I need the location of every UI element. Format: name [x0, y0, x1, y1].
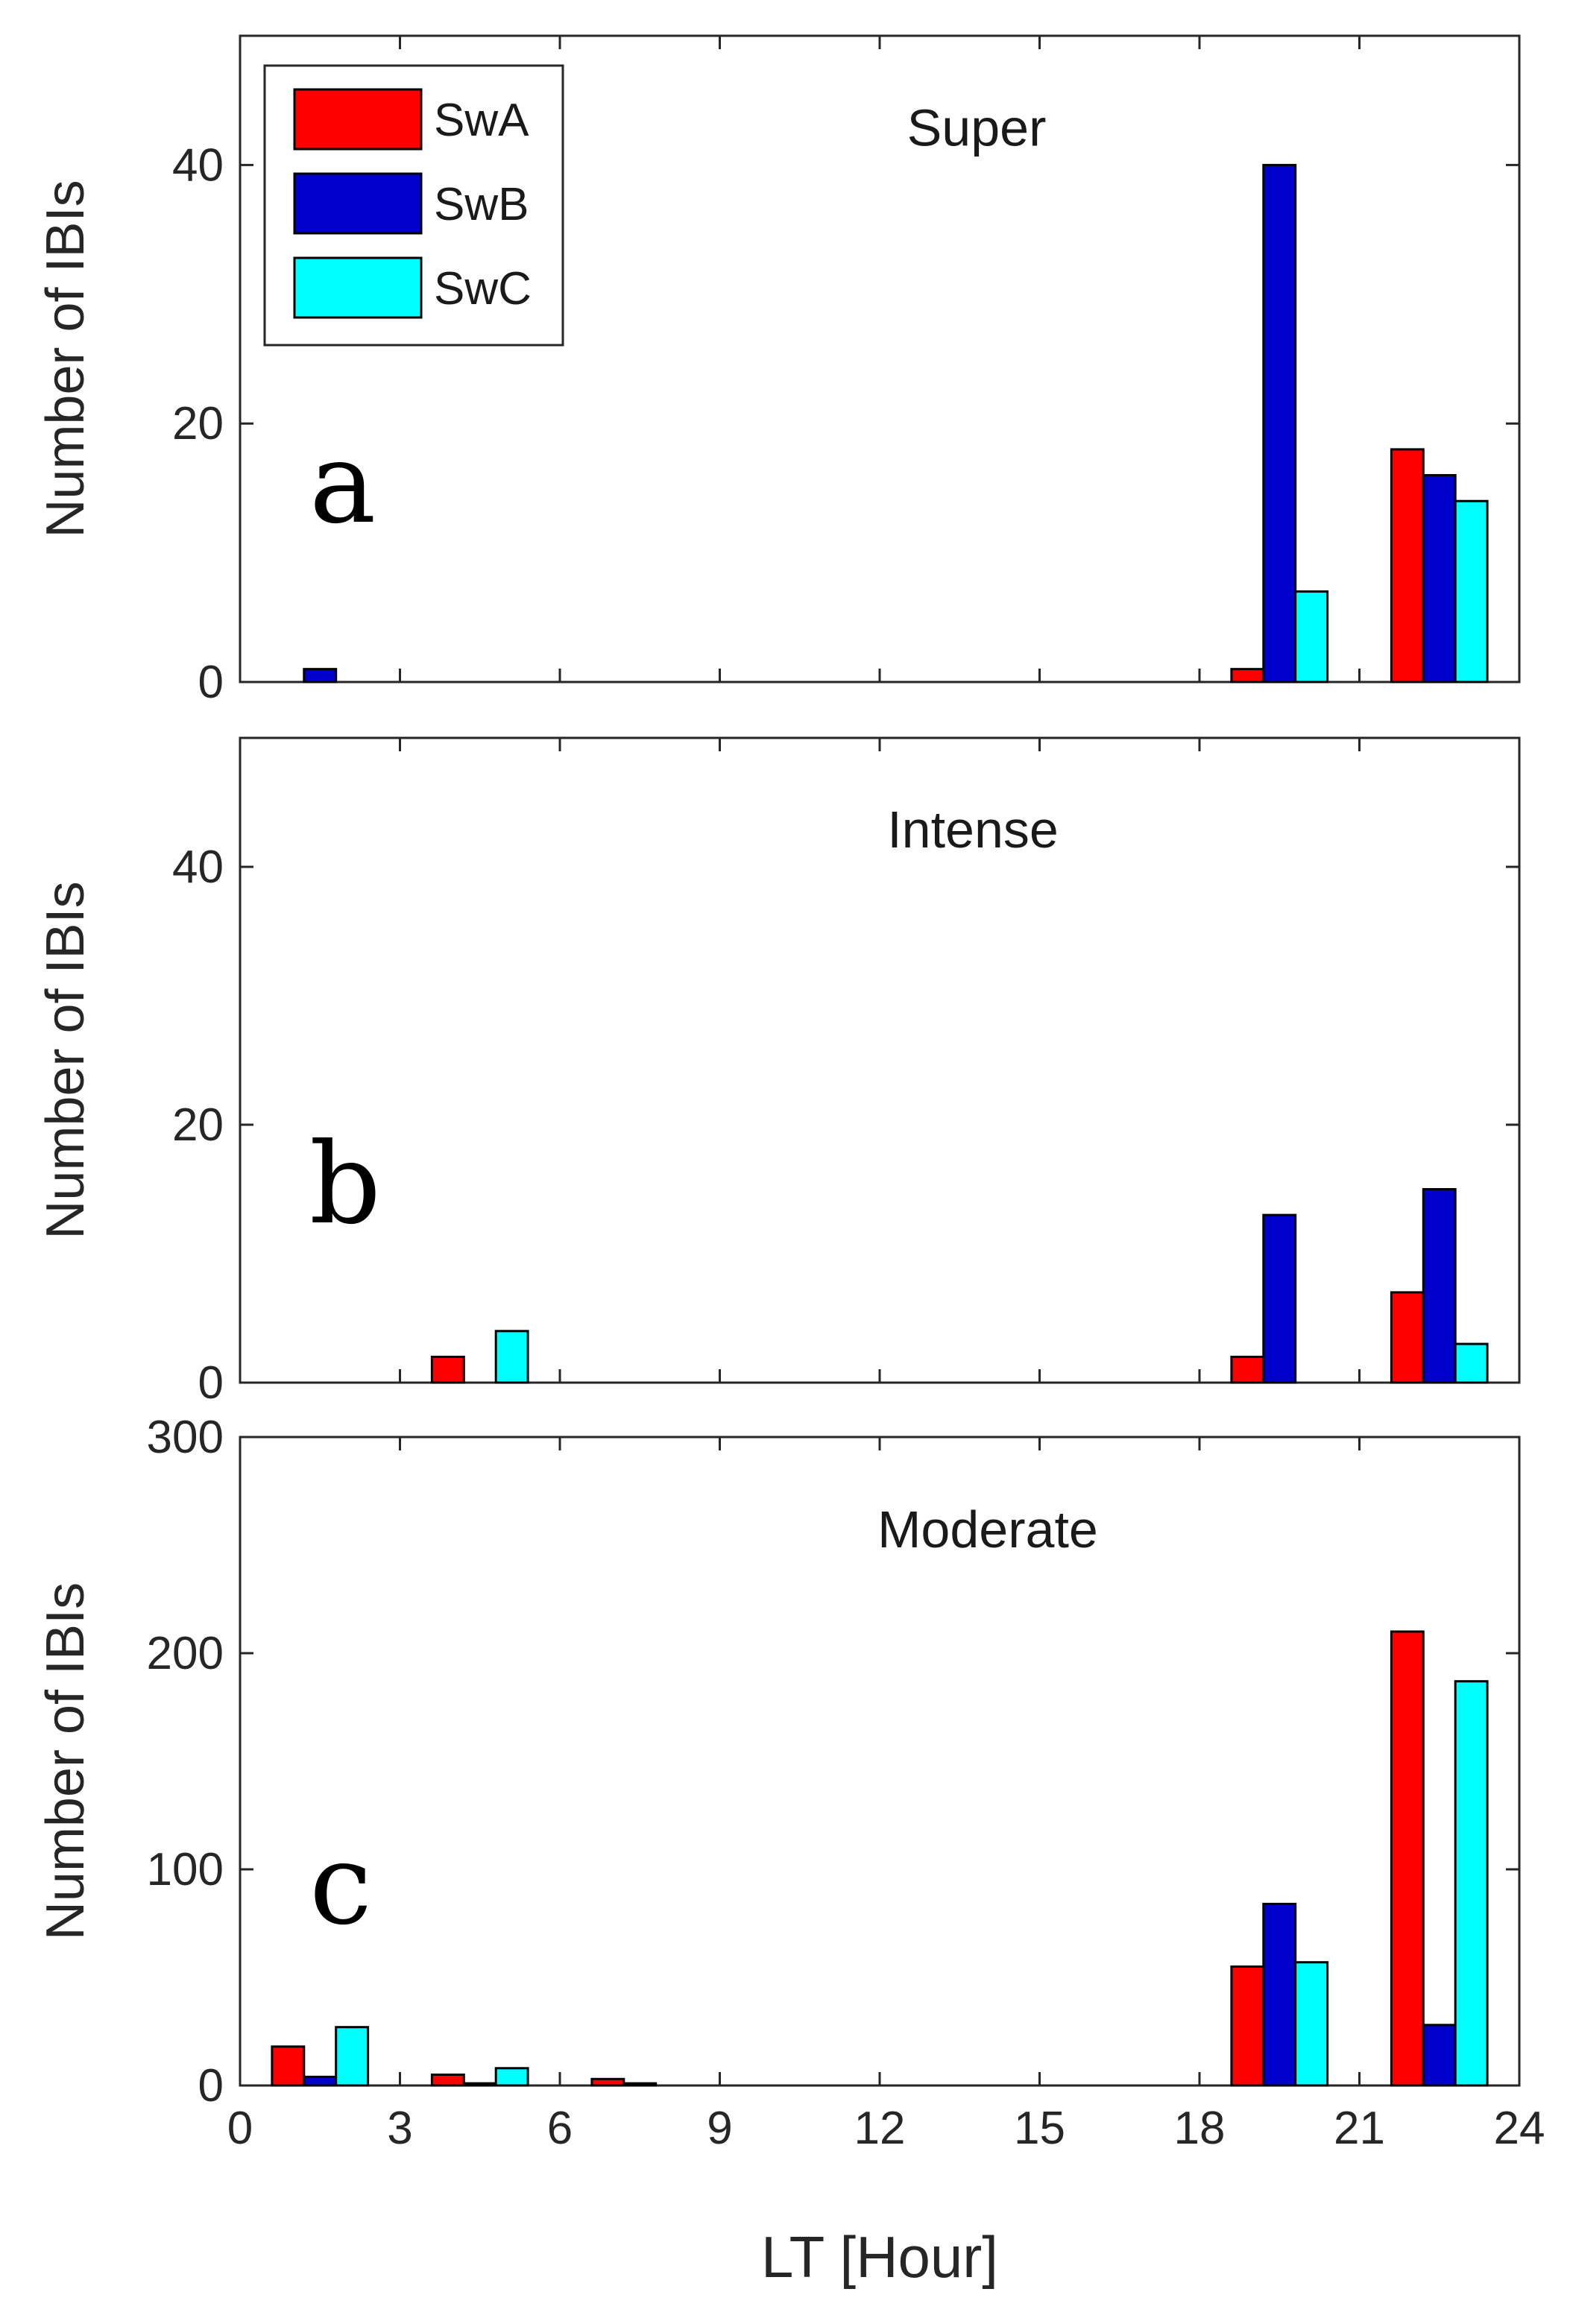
y-tick-label-c-2: 200 [147, 1628, 224, 1679]
bar-c-swc-3 [1294, 1961, 1329, 2087]
bar-a-swb-3 [1262, 163, 1297, 683]
bar-b-swa-1 [430, 1355, 465, 1384]
x-tick-label-0: 0 [227, 2103, 253, 2154]
y-tick-label-c-0: 0 [198, 2060, 224, 2112]
bar-b-swb-3 [1262, 1213, 1297, 1384]
y-tick-label-c-3: 300 [147, 1412, 224, 1463]
bar-b-swc-1 [494, 1330, 529, 1384]
bar-c-swb-2 [622, 2082, 658, 2087]
panel-label-a: a [309, 419, 376, 549]
bar-a-swa-4 [1390, 448, 1425, 683]
panel-title-a: Super [907, 98, 1047, 157]
bar-c-swa-3 [1230, 1965, 1265, 2087]
axes-box-b [239, 736, 1521, 1384]
bar-a-swc-3 [1294, 590, 1329, 683]
bar-c-swb-3 [1262, 1902, 1297, 2087]
bar-a-swc-4 [1454, 499, 1489, 683]
x-tick-label-6: 18 [1174, 2103, 1226, 2154]
x-tick-label-7: 21 [1334, 2103, 1385, 2154]
panel-title-b: Intense [887, 801, 1059, 859]
legend-swatch-swb [293, 172, 423, 235]
bar-c-swb-4 [1422, 2024, 1457, 2087]
bar-b-swa-4 [1390, 1291, 1425, 1384]
panel-b: 0 20 40 Number of IBIs Intense b [36, 736, 1521, 1409]
x-axis-label: LT [Hour] [761, 2224, 998, 2290]
bar-c-swc-4 [1454, 1680, 1489, 2087]
x-tick-label-4: 12 [854, 2103, 906, 2154]
x-tick-label-2: 6 [547, 2103, 573, 2154]
panel-a: 0 20 40 Number of IBIs Super a [36, 34, 1521, 708]
legend-swatch-swc [293, 256, 423, 319]
bar-c-swc-0 [335, 2026, 370, 2087]
y-tick-label-c-1: 100 [147, 1844, 224, 1895]
bar-c-swa-0 [271, 2045, 306, 2087]
legend: SwA SwB SwC [263, 64, 564, 347]
y-tick-label-b-0: 0 [198, 1357, 224, 1409]
x-tick-label-5: 15 [1014, 2103, 1065, 2154]
panel-label-b: b [309, 1120, 381, 1249]
x-tick-label-3: 9 [707, 2103, 732, 2154]
bar-c-swa-4 [1390, 1630, 1425, 2087]
bar-a-swb-4 [1422, 474, 1457, 683]
bar-a-swa-3 [1230, 668, 1265, 683]
y-axis-label-b: Number of IBIs [36, 881, 95, 1239]
y-tick-label-a-1: 20 [172, 398, 224, 449]
x-tick-label-1: 3 [387, 2103, 412, 2154]
legend-swatch-swa [293, 88, 423, 151]
y-axis-label-c: Number of IBIs [36, 1582, 95, 1940]
panel-c: 0 3 6 9 12 15 18 21 24 0 100 200 300 Number of IBIs Mo… [36, 1412, 1545, 2154]
bar-c-swc-1 [494, 2067, 529, 2087]
bar-c-swb-1 [462, 2082, 497, 2087]
y-tick-label-b-2: 40 [172, 841, 224, 893]
bar-c-swb-0 [303, 2075, 338, 2087]
panel-label-c: c [309, 1820, 372, 1950]
bar-b-swc-4 [1454, 1342, 1489, 1384]
bar-b-swb-4 [1422, 1188, 1457, 1384]
y-tick-label-a-0: 0 [198, 657, 224, 708]
y-axis-label-a: Number of IBIs [36, 180, 95, 537]
y-tick-label-a-2: 40 [172, 139, 224, 191]
bar-a-swb-0 [303, 668, 338, 683]
bar-b-swa-3 [1230, 1355, 1265, 1384]
legend-label-swb: SwB [434, 179, 529, 230]
panel-title-c: Moderate [877, 1500, 1098, 1559]
y-tick-label-b-1: 20 [172, 1099, 224, 1151]
bar-c-swa-1 [430, 2074, 465, 2087]
legend-label-swa: SwA [434, 95, 529, 146]
legend-label-swc: SwC [434, 263, 532, 315]
bar-c-swa-2 [590, 2077, 625, 2087]
x-tick-label-8: 24 [1494, 2103, 1545, 2154]
